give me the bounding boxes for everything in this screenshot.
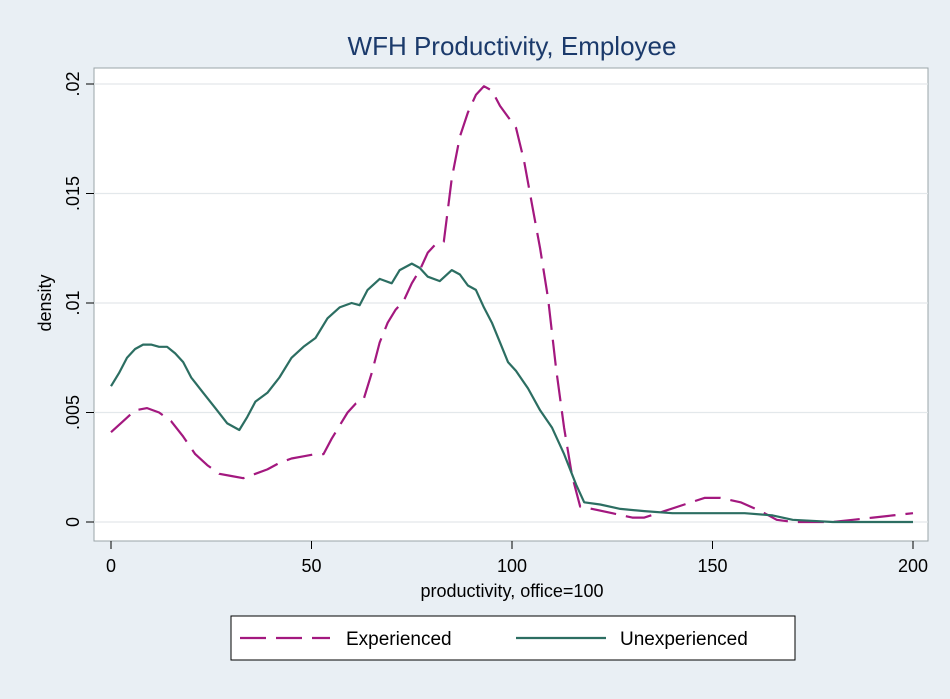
legend-label-unexperienced: Unexperienced	[620, 629, 748, 650]
x-axis-label: productivity, office=100	[421, 581, 604, 601]
axes: 0 .005 .01 .015 .02 0 50 100 150 200	[63, 71, 928, 576]
x-tick-label: 0	[106, 556, 116, 576]
y-tick-label: .01	[63, 290, 83, 315]
y-tick-label: .005	[63, 395, 83, 430]
x-tick-label: 50	[301, 556, 321, 576]
chart-title: WFH Productivity, Employee	[348, 31, 677, 61]
y-axis-label: density	[35, 274, 55, 331]
series-line-unexperienced	[110, 262, 913, 524]
x-tick-label: 200	[898, 556, 928, 576]
x-tick-label: 100	[497, 556, 527, 576]
y-tick-label: 0	[63, 517, 83, 527]
x-tick-label: 150	[697, 556, 727, 576]
series-line-experienced	[110, 85, 914, 524]
gridlines	[94, 83, 928, 523]
legend-label-experienced: Experienced	[346, 629, 452, 650]
series-lines	[110, 85, 914, 524]
y-tick-label: .015	[63, 176, 83, 211]
plot-area	[93, 67, 929, 542]
legend: Experienced Unexperienced	[230, 615, 796, 661]
y-tick-label: .02	[63, 71, 83, 96]
